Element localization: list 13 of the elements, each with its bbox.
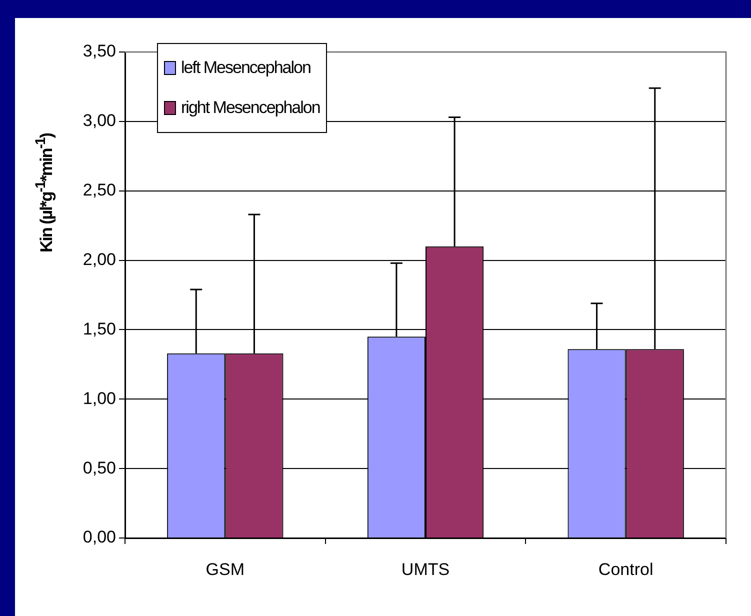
y-tick-label: 2,00 [82,250,116,269]
y-tick-label: 3,50 [82,42,116,61]
x-tick-label: Control [598,560,654,579]
x-tick-label: GSM [206,560,245,579]
legend-label: left Mesencephalon [181,58,310,78]
y-tick-label: 1,00 [82,388,116,408]
y-tick-label: 1,50 [82,319,116,338]
legend-label: right Mesencephalon [181,98,320,118]
y-tick-label: 3,00 [82,111,116,130]
y-tick-label: 0,00 [82,528,116,547]
y-tick-label: 2,50 [82,180,116,200]
x-tick-label: UMTS [401,560,450,579]
y-tick-label: 0,50 [82,458,116,478]
